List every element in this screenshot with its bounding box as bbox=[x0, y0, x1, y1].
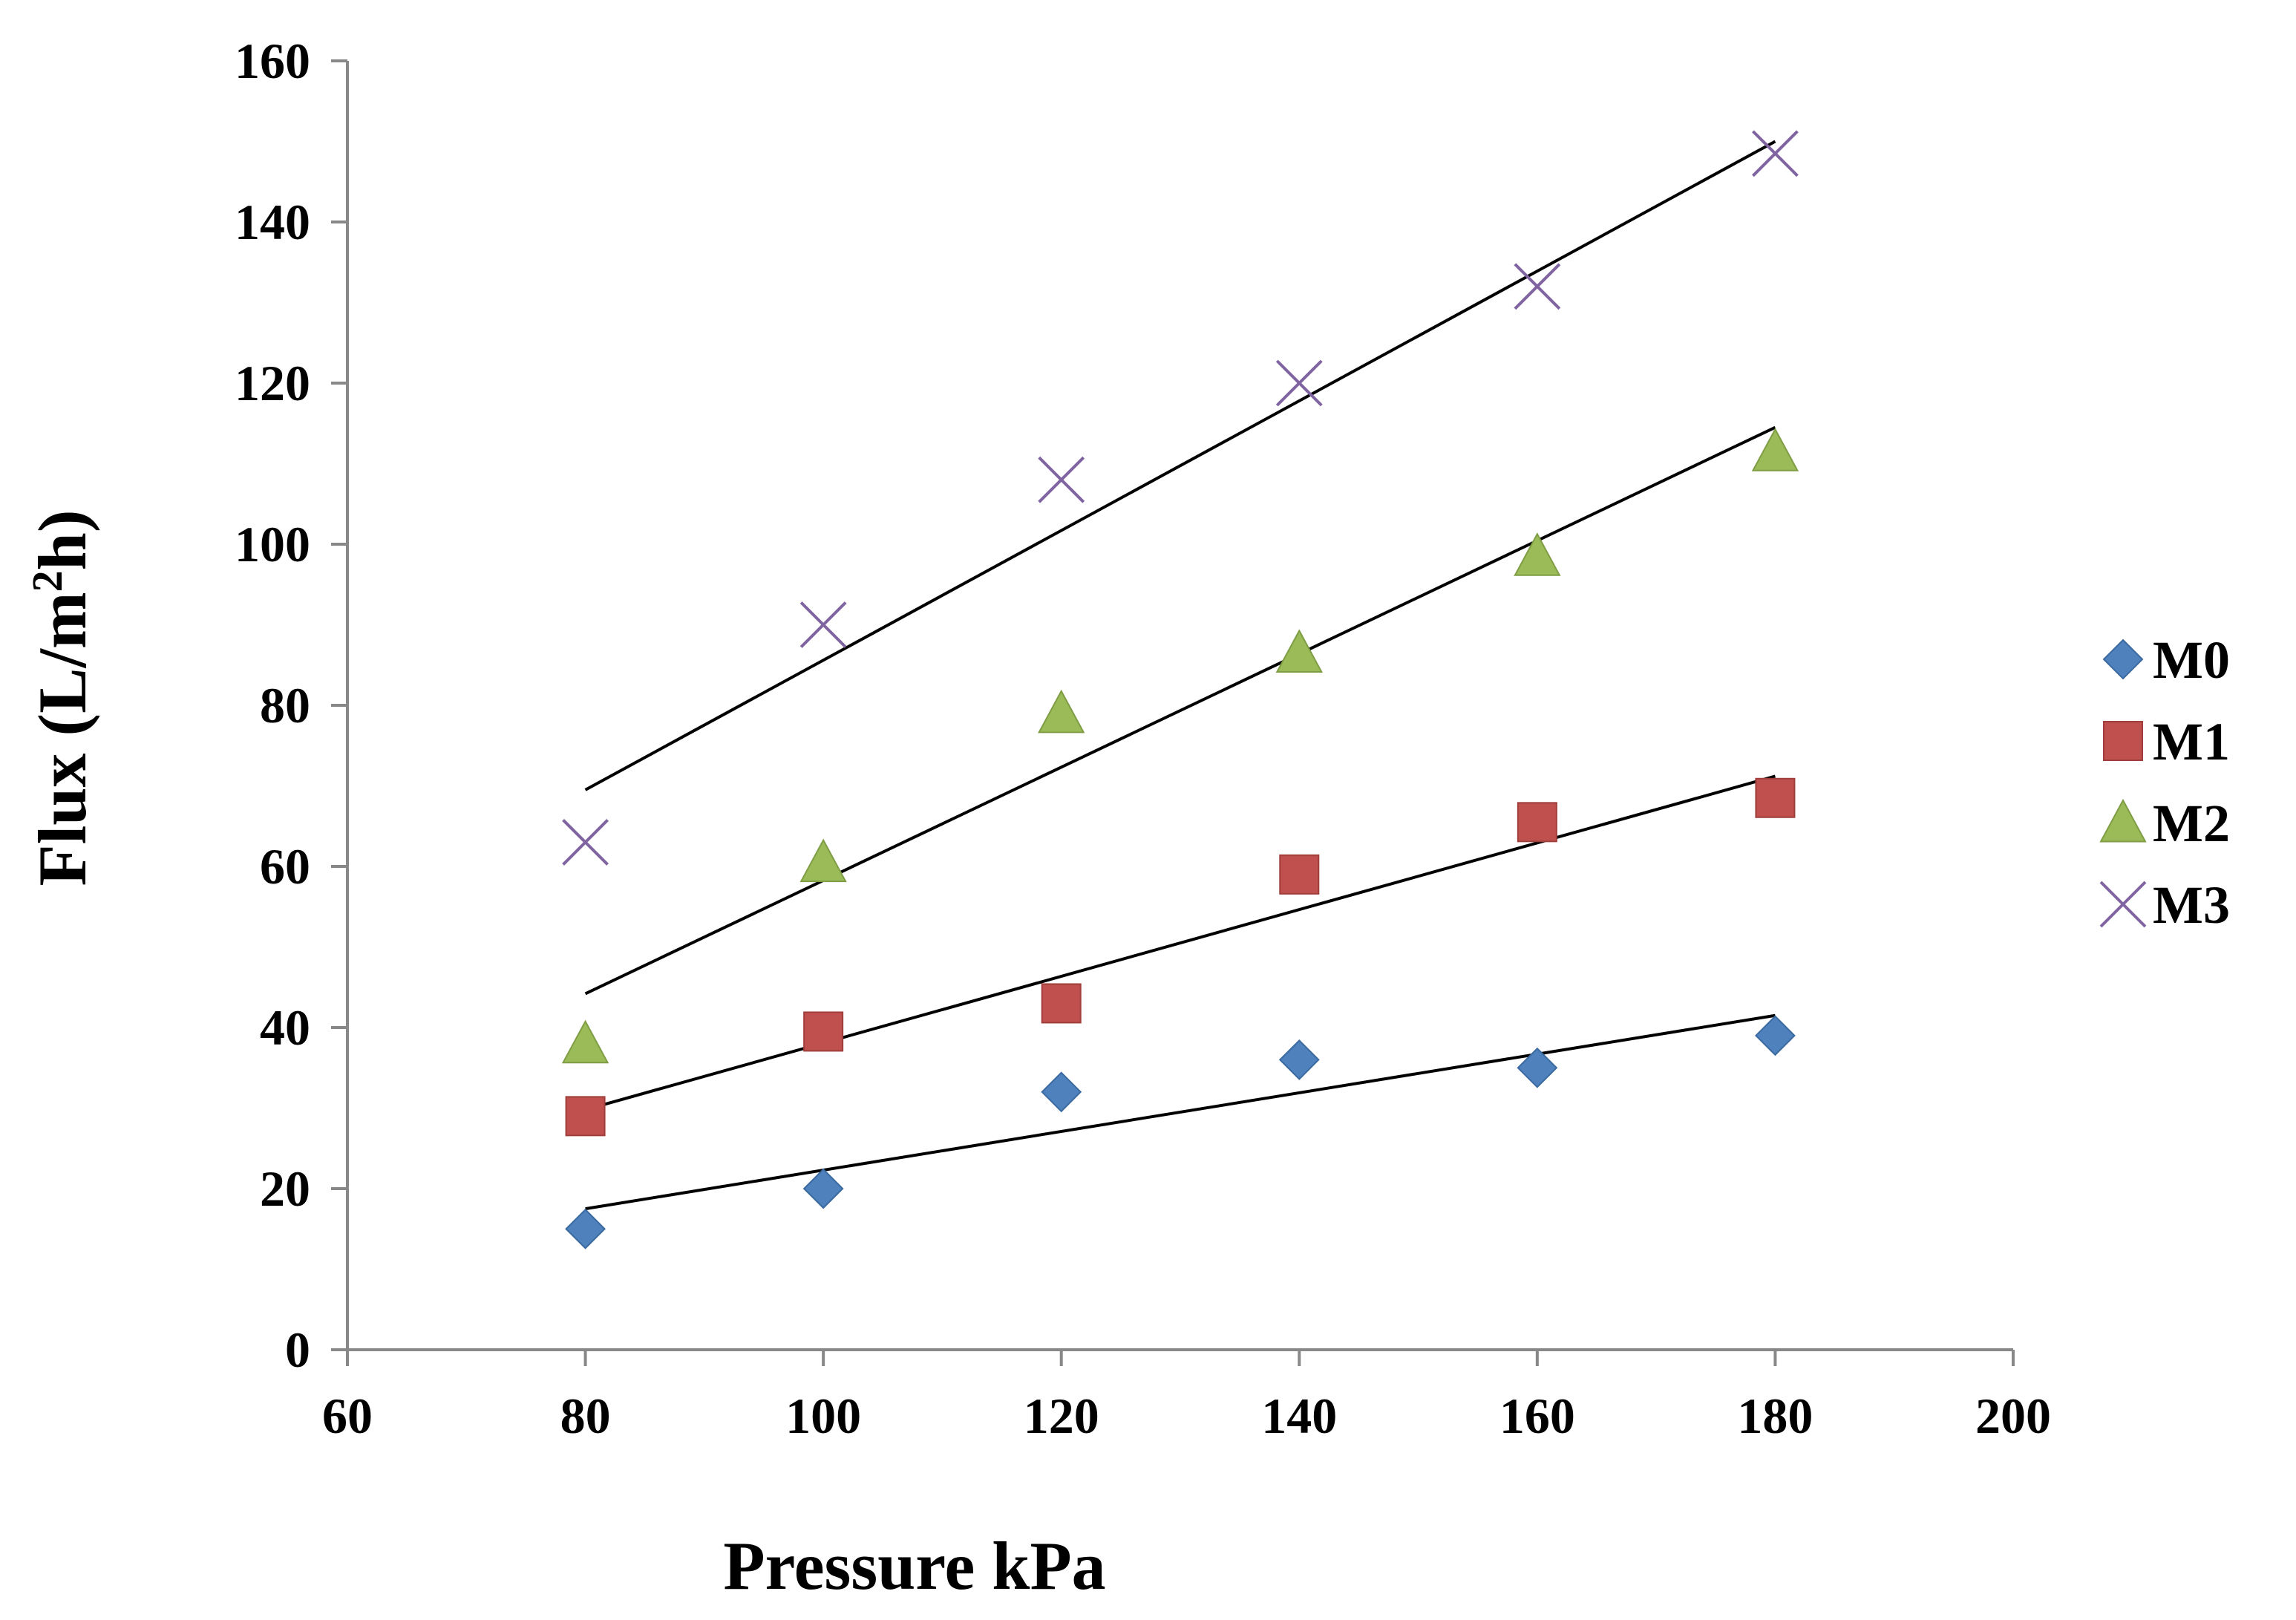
point-m3-180 bbox=[1752, 130, 1799, 177]
point-m3-160 bbox=[1514, 263, 1561, 310]
x-tick-label: 60 bbox=[322, 1388, 373, 1444]
y-tick-label: 100 bbox=[235, 516, 310, 572]
y-axis-title-main: Flux (L/m bbox=[24, 592, 100, 886]
legend: M0 M1 M2 M3 bbox=[2099, 630, 2230, 935]
legend-item-m1: M1 bbox=[2103, 712, 2230, 771]
y-axis-title-end: h) bbox=[24, 510, 100, 571]
legend-label-m2: M2 bbox=[2153, 794, 2230, 853]
legend-marker-m0 bbox=[2102, 638, 2144, 680]
x-tick-label: 200 bbox=[1975, 1388, 2051, 1444]
x-tick-label: 100 bbox=[785, 1388, 861, 1444]
x-tick-label: 120 bbox=[1024, 1388, 1099, 1444]
point-m3-140 bbox=[1275, 359, 1323, 407]
point-m0-100 bbox=[802, 1168, 844, 1209]
point-m2-120 bbox=[1038, 689, 1085, 734]
point-m2-180 bbox=[1751, 428, 1799, 471]
legend-label-m0: M0 bbox=[2153, 630, 2230, 690]
legend-label-m3: M3 bbox=[2153, 875, 2230, 935]
y-tick-label: 160 bbox=[235, 33, 310, 89]
point-m0-180 bbox=[1755, 1015, 1796, 1056]
y-tick-label: 60 bbox=[260, 838, 310, 895]
trendline-m0 bbox=[585, 1013, 1776, 1211]
point-m1-180 bbox=[1755, 777, 1796, 818]
point-m1-140 bbox=[1279, 854, 1320, 895]
y-tick-label: 40 bbox=[260, 999, 310, 1056]
legend-marker-m3 bbox=[2099, 881, 2147, 928]
x-axis-title: Pressure kPa bbox=[723, 1528, 1105, 1604]
x-tick-label: 160 bbox=[1499, 1388, 1575, 1444]
y-tick-label: 20 bbox=[260, 1160, 310, 1217]
point-m0-140 bbox=[1278, 1039, 1320, 1080]
x-tick-label: 180 bbox=[1737, 1388, 1813, 1444]
x-tick-label: 80 bbox=[560, 1388, 611, 1444]
trendline-m3 bbox=[584, 140, 1776, 791]
y-tick-label: 80 bbox=[260, 677, 310, 734]
legend-marker-m2 bbox=[2099, 798, 2147, 843]
point-m0-120 bbox=[1041, 1071, 1082, 1113]
legend-item-m2: M2 bbox=[2099, 794, 2230, 853]
y-axis-title: Flux (L/m2h) bbox=[23, 510, 101, 886]
trendline-m1 bbox=[585, 774, 1776, 1111]
y-tick-label: 140 bbox=[235, 194, 310, 250]
point-m3-100 bbox=[799, 601, 847, 648]
y-tick-label: 0 bbox=[285, 1322, 310, 1378]
trendline-m2 bbox=[584, 425, 1776, 996]
x-tick-label: 140 bbox=[1261, 1388, 1337, 1444]
legend-item-m0: M0 bbox=[2102, 630, 2230, 690]
point-m1-100 bbox=[803, 1011, 844, 1052]
point-m2-140 bbox=[1275, 629, 1323, 673]
point-m0-80 bbox=[565, 1208, 606, 1250]
y-tick-label: 120 bbox=[235, 355, 310, 411]
data-markers bbox=[561, 130, 1799, 1250]
point-m2-160 bbox=[1514, 532, 1561, 576]
legend-item-m3: M3 bbox=[2099, 875, 2230, 935]
point-m1-80 bbox=[565, 1096, 606, 1137]
legend-marker-m1 bbox=[2103, 721, 2143, 761]
point-m1-160 bbox=[1517, 802, 1557, 843]
point-m1-120 bbox=[1041, 983, 1082, 1024]
legend-label-m1: M1 bbox=[2153, 712, 2230, 771]
point-m3-80 bbox=[562, 819, 609, 866]
x-axis-ticks: 60 80 100 120 140 160 180 200 bbox=[322, 1350, 2051, 1444]
point-m2-80 bbox=[561, 1019, 609, 1064]
point-m3-120 bbox=[1038, 456, 1085, 503]
y-axis-ticks: 0 20 40 60 80 100 120 140 160 bbox=[235, 33, 347, 1378]
trendlines bbox=[584, 140, 1776, 1211]
y-axis-title-superscript: 2 bbox=[23, 570, 71, 592]
point-m0-160 bbox=[1517, 1047, 1558, 1088]
point-m2-100 bbox=[799, 838, 847, 883]
